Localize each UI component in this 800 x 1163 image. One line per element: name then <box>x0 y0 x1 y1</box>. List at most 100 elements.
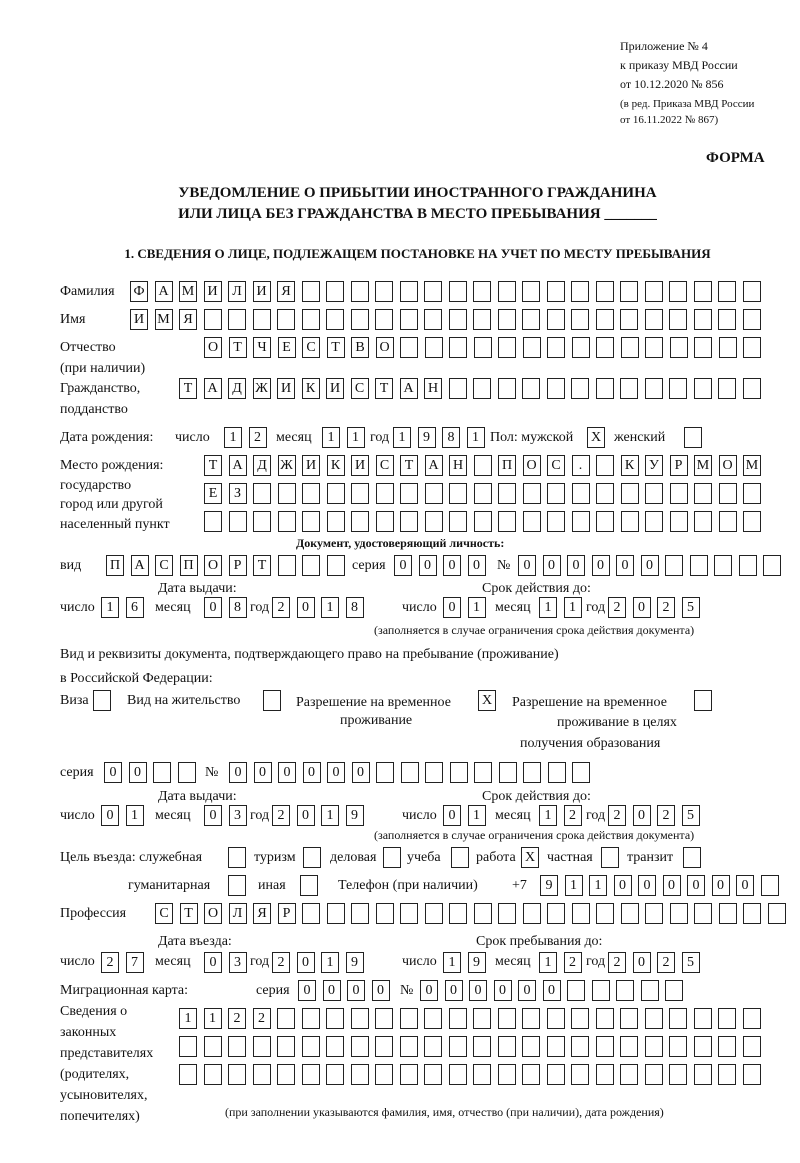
name-cell[interactable] <box>448 309 467 330</box>
profession-cell[interactable]: О <box>204 903 222 924</box>
rep3-cell[interactable] <box>448 1064 467 1085</box>
id-valid-year-cell[interactable]: 5 <box>681 597 700 618</box>
rep1-cell[interactable] <box>718 1008 736 1029</box>
surname-cell[interactable] <box>522 281 540 302</box>
name-cell[interactable] <box>424 309 442 330</box>
birth-place2-cell[interactable] <box>277 483 296 504</box>
rep1-cell[interactable]: 2 <box>228 1008 246 1029</box>
rd-valid-day-cell[interactable]: 1 <box>467 805 486 826</box>
entry-year-cell[interactable]: 2 <box>272 952 290 973</box>
birth-place2-cell[interactable] <box>645 483 663 504</box>
rep2-cell[interactable] <box>693 1036 712 1057</box>
profession-cell[interactable]: Я <box>253 903 271 924</box>
id-series-cell[interactable]: 0 <box>418 555 437 576</box>
rep3-cell[interactable] <box>424 1064 442 1085</box>
id-kind-cell[interactable]: Р <box>228 555 247 576</box>
rep1-cell[interactable] <box>693 1008 712 1029</box>
birth-place3-cell[interactable] <box>228 511 247 532</box>
rep3-cell[interactable] <box>742 1064 761 1085</box>
rep3-cell[interactable] <box>620 1064 638 1085</box>
rep3-cell[interactable] <box>277 1064 295 1085</box>
stay-year-cell[interactable]: 0 <box>632 952 651 973</box>
patronymic-cell[interactable] <box>645 337 663 358</box>
rep3-cell[interactable] <box>375 1064 393 1085</box>
id-series-cell[interactable]: 0 <box>467 555 486 576</box>
citizenship-cell[interactable] <box>595 378 614 399</box>
patronymic-cell[interactable] <box>694 337 712 358</box>
rep2-cell[interactable] <box>203 1036 222 1057</box>
rd-issue-month-cell[interactable]: 3 <box>228 805 247 826</box>
surname-cell[interactable] <box>595 281 614 302</box>
patronymic-cell[interactable]: О <box>204 337 222 358</box>
citizenship-cell[interactable] <box>718 378 736 399</box>
citizenship-cell[interactable] <box>473 378 491 399</box>
stay-day-cell[interactable]: 1 <box>443 952 461 973</box>
patronymic-cell[interactable] <box>571 337 590 358</box>
rd-valid-year-cell[interactable]: 0 <box>632 805 651 826</box>
p-other-cell[interactable] <box>300 875 318 896</box>
surname-cell[interactable] <box>448 281 467 302</box>
birth-place1-cell[interactable]: К <box>326 455 345 476</box>
surname-cell[interactable] <box>473 281 491 302</box>
id-number-cell[interactable] <box>689 555 708 576</box>
birth-place3-cell[interactable] <box>302 511 320 532</box>
rd-number-cell[interactable] <box>547 762 566 783</box>
name-cell[interactable] <box>595 309 614 330</box>
birth-place3-cell[interactable] <box>277 511 296 532</box>
profession-cell[interactable]: С <box>155 903 173 924</box>
rep2-cell[interactable] <box>644 1036 663 1057</box>
birth-place2-cell[interactable] <box>522 483 541 504</box>
id-number-cell[interactable]: 0 <box>518 555 536 576</box>
birth-place1-cell[interactable]: М <box>694 455 712 476</box>
surname-cell[interactable]: И <box>252 281 271 302</box>
rep3-cell[interactable] <box>522 1064 540 1085</box>
birth-place1-cell[interactable]: А <box>228 455 247 476</box>
birth-place1-cell[interactable]: М <box>743 455 761 476</box>
id-kind-cell[interactable]: О <box>204 555 222 576</box>
birth-place3-cell[interactable] <box>743 511 761 532</box>
rep1-cell[interactable] <box>375 1008 393 1029</box>
birth-place2-cell[interactable] <box>571 483 590 504</box>
birth-year-cell[interactable]: 9 <box>417 427 436 448</box>
patronymic-cell[interactable] <box>620 337 639 358</box>
birth-place1-cell[interactable]: П <box>498 455 516 476</box>
birth-place1-cell[interactable]: Ж <box>277 455 296 476</box>
profession-cell[interactable] <box>669 903 688 924</box>
birth-place3-cell[interactable] <box>547 511 565 532</box>
birth-place2-cell[interactable] <box>253 483 271 504</box>
p-service-cell[interactable] <box>228 847 246 868</box>
patronymic-cell[interactable]: Ч <box>253 337 271 358</box>
id-valid-day-cell[interactable]: 0 <box>443 597 461 618</box>
rd-number-cell[interactable]: 0 <box>327 762 345 783</box>
mc-number-cell[interactable] <box>640 980 659 1001</box>
mc-number-cell[interactable] <box>591 980 610 1001</box>
birth-place2-cell[interactable] <box>302 483 320 504</box>
rep1-cell[interactable] <box>448 1008 467 1029</box>
patronymic-cell[interactable] <box>449 337 467 358</box>
visa-cell[interactable] <box>93 690 111 711</box>
citizenship-cell[interactable] <box>522 378 540 399</box>
p-transit-cell[interactable] <box>683 847 701 868</box>
patronymic-cell[interactable] <box>522 337 541 358</box>
mc-series-cell[interactable]: 0 <box>347 980 365 1001</box>
rd-number-cell[interactable] <box>449 762 468 783</box>
phone-cell[interactable]: 0 <box>711 875 730 896</box>
rd-issue-day-cell[interactable]: 1 <box>125 805 144 826</box>
rd-number-cell[interactable]: 0 <box>229 762 247 783</box>
name-cell[interactable]: М <box>154 309 173 330</box>
citizenship-cell[interactable] <box>693 378 712 399</box>
id-issue-year-cell[interactable]: 8 <box>345 597 364 618</box>
patronymic-cell[interactable]: С <box>302 337 320 358</box>
name-cell[interactable] <box>350 309 369 330</box>
name-cell[interactable] <box>620 309 638 330</box>
surname-cell[interactable]: И <box>203 281 222 302</box>
birth-place2-cell[interactable] <box>473 483 492 504</box>
rep1-cell[interactable] <box>473 1008 491 1029</box>
profession-cell[interactable]: Л <box>228 903 247 924</box>
birth-place3-cell[interactable] <box>620 511 639 532</box>
rep1-cell[interactable] <box>326 1008 344 1029</box>
rep1-cell[interactable] <box>399 1008 418 1029</box>
rep2-cell[interactable] <box>179 1036 197 1057</box>
id-kind-cell[interactable]: П <box>179 555 198 576</box>
birth-day-cell[interactable]: 2 <box>248 427 267 448</box>
